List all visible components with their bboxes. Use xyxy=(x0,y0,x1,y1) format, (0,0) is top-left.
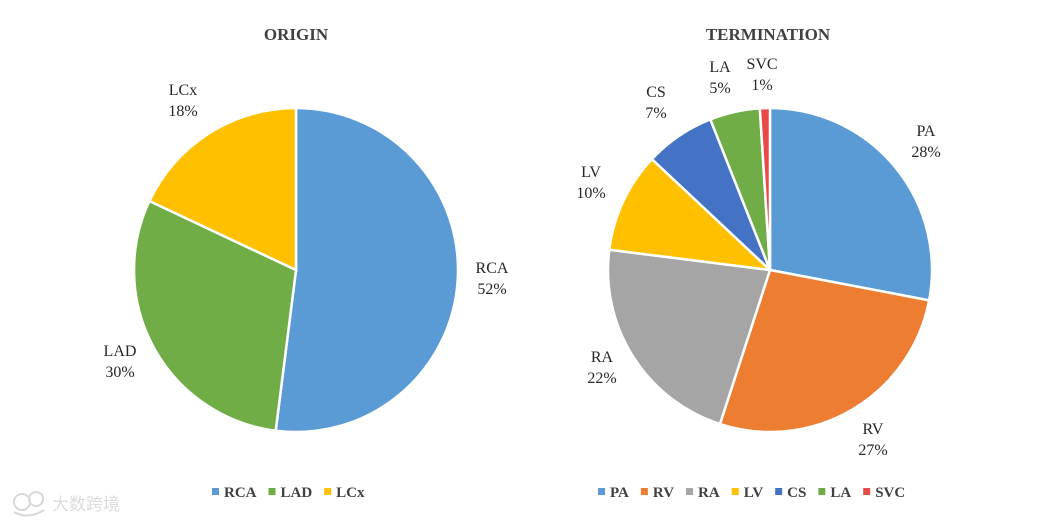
termination-legend-item-ra: RA xyxy=(686,485,720,501)
termination-value-pa: 28% xyxy=(911,144,940,161)
termination-legend-label-pa: PA xyxy=(610,485,629,501)
origin-value-rca: 52% xyxy=(477,281,506,298)
origin-slices xyxy=(132,106,460,434)
termination-value-svc: 1% xyxy=(751,77,772,94)
termination-chart-title: TERMINATION xyxy=(706,25,831,44)
origin-slice-lcx xyxy=(147,106,298,272)
termination-label-la: LA xyxy=(709,59,731,76)
origin-legend-swatch-rca xyxy=(212,488,219,495)
termination-value-lv: 10% xyxy=(576,185,605,202)
termination-legend-swatch-la xyxy=(818,488,826,495)
termination-label-svc: SVC xyxy=(746,56,777,73)
watermark-text: 大数跨境 xyxy=(52,495,120,515)
watermark: 大数跨境 xyxy=(13,491,120,517)
origin-legend-swatch-lcx xyxy=(324,488,332,495)
origin-label-rca: RCA xyxy=(476,260,509,277)
origin-pie-chart: ORIGIN RCA 52% LAD 30% LCx 18% RCA LAD LCx xyxy=(104,25,509,501)
termination-legend-swatch-pa xyxy=(598,488,605,495)
termination-slice-svc xyxy=(758,106,772,271)
termination-label-pa: PA xyxy=(917,123,936,140)
termination-value-cs: 7% xyxy=(645,105,666,122)
origin-legend-label-lcx: LCx xyxy=(336,485,365,501)
termination-label-ra: RA xyxy=(591,349,614,366)
termination-legend-item-lv: LV xyxy=(731,485,764,501)
termination-slice-rv xyxy=(718,268,931,434)
termination-value-ra: 22% xyxy=(587,370,616,387)
origin-legend-item-lad: LAD xyxy=(268,485,313,501)
termination-legend-label-svc: SVC xyxy=(875,485,905,501)
termination-legend-label-ra: RA xyxy=(698,485,720,501)
origin-slice-lad xyxy=(132,199,298,433)
origin-legend-item-lcx: LCx xyxy=(324,485,365,501)
termination-legend-swatch-svc xyxy=(863,488,871,495)
origin-legend: RCA LAD LCx xyxy=(212,485,365,501)
termination-slice-lv xyxy=(607,157,774,272)
termination-legend-swatch-rv xyxy=(640,488,648,495)
origin-chart-title: ORIGIN xyxy=(264,25,329,44)
termination-legend-item-cs: CS xyxy=(775,485,806,501)
termination-legend-item-pa: PA xyxy=(598,485,629,501)
origin-legend-label-rca: RCA xyxy=(224,485,257,501)
termination-legend-label-la: LA xyxy=(830,485,851,501)
termination-legend-swatch-cs xyxy=(775,488,783,495)
termination-legend-label-rv: RV xyxy=(653,485,674,501)
origin-slice-labels: RCA 52% LAD 30% LCx 18% xyxy=(104,82,509,381)
termination-legend-swatch-lv xyxy=(731,488,739,495)
termination-legend: PA RV RA LV CS LA SVC xyxy=(598,485,905,501)
termination-value-la: 5% xyxy=(709,80,730,97)
termination-value-rv: 27% xyxy=(858,442,887,459)
termination-slices xyxy=(606,106,934,434)
termination-label-lv: LV xyxy=(581,164,601,181)
termination-label-cs: CS xyxy=(646,84,666,101)
termination-legend-swatch-ra xyxy=(686,488,694,495)
termination-label-rv: RV xyxy=(863,421,884,438)
termination-legend-item-svc: SVC xyxy=(863,485,905,501)
origin-legend-item-rca: RCA xyxy=(212,485,257,501)
origin-label-lcx: LCx xyxy=(169,82,197,99)
origin-label-lad: LAD xyxy=(104,343,137,360)
termination-slice-labels: PA 28% RV 27% RA 22% LV 10% CS 7% LA 5% SVC 1% xyxy=(576,56,940,459)
brand-logo-icon xyxy=(13,491,45,517)
termination-legend-label-lv: LV xyxy=(744,485,764,501)
origin-value-lcx: 18% xyxy=(168,103,197,120)
termination-legend-item-la: LA xyxy=(818,485,851,501)
termination-slice-pa xyxy=(768,106,934,302)
origin-legend-label-lad: LAD xyxy=(281,485,313,501)
termination-legend-item-rv: RV xyxy=(640,485,674,501)
origin-slice-rca xyxy=(274,106,460,434)
termination-legend-label-cs: CS xyxy=(787,485,806,501)
origin-value-lad: 30% xyxy=(105,364,134,381)
origin-legend-swatch-lad xyxy=(268,488,276,495)
termination-pie-chart: TERMINATION PA 28% RV 27% RA 22% LV 10% CS 7% LA 5%… xyxy=(576,25,940,501)
termination-slice-ra xyxy=(606,248,772,426)
